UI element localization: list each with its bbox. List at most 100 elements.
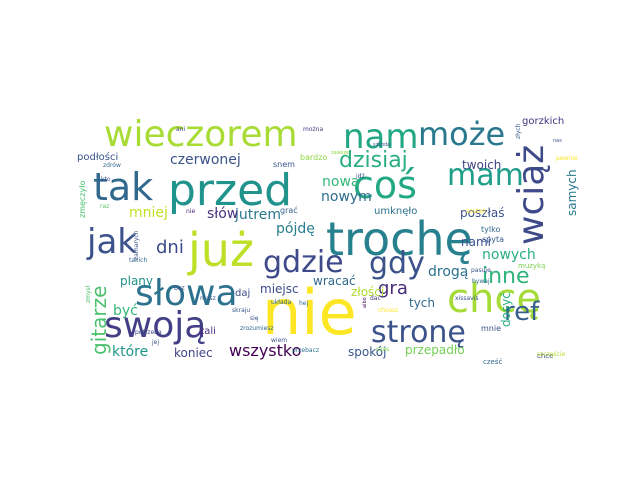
cloud-word: aibo: [362, 297, 368, 308]
cloud-word: gitarze: [87, 286, 111, 355]
cloud-word: dni: [156, 237, 184, 258]
cloud-word: nowych: [482, 247, 536, 263]
cloud-word: chce: [537, 352, 553, 360]
cloud-word: drogą: [428, 264, 468, 280]
cloud-word: zrozumiesz: [240, 325, 274, 332]
cloud-word: jutrem: [234, 207, 281, 223]
cloud-word: szkoda: [373, 142, 390, 148]
cloud-word: układa: [271, 299, 291, 306]
cloud-word: cześć: [483, 358, 502, 366]
cloud-word: idź: [356, 173, 365, 180]
cloud-word: gra: [378, 278, 408, 299]
cloud-word: takich: [129, 257, 147, 264]
cloud-word: być: [113, 303, 138, 319]
cloud-word: hej: [299, 300, 308, 307]
cloud-word: muzyką: [518, 262, 545, 270]
cloud-word: zdrów: [103, 162, 121, 169]
cloud-word: zawsze: [331, 150, 349, 156]
cloud-word: dać: [370, 295, 381, 302]
cloud-word: skraju: [232, 307, 250, 314]
cloud-word: nie: [186, 208, 195, 215]
cloud-word: wszystko: [229, 341, 301, 360]
cloud-word: twoich: [462, 158, 501, 172]
cloud-word: się: [250, 315, 259, 322]
cloud-word: zamarych: [133, 230, 140, 260]
cloud-word: bywaj: [472, 278, 490, 285]
cloud-word: złości: [351, 285, 384, 299]
cloud-word: potrzeba: [135, 329, 162, 336]
cloud-word: wieczorem: [104, 114, 298, 155]
cloud-word: można: [303, 126, 323, 133]
cloud-word: nowa: [322, 174, 359, 190]
cloud-word: swoją: [104, 305, 206, 346]
cloud-word: ref: [504, 297, 540, 327]
cloud-word: ani: [176, 126, 185, 133]
cloud-word: jej: [151, 339, 159, 346]
cloud-word: słowa: [135, 273, 238, 314]
cloud-word: daj: [235, 288, 250, 299]
cloud-word: nam: [343, 117, 419, 157]
cloud-word: miejsc: [260, 282, 299, 296]
cloud-word: przepadło: [405, 343, 465, 357]
cloud-word: gdzie: [263, 245, 344, 280]
cloud-word: poszłaś: [460, 206, 505, 220]
cloud-word: coś: [353, 163, 417, 207]
cloud-word: trochę: [326, 212, 473, 266]
cloud-word: jak: [86, 222, 137, 262]
cloud-word: nami: [461, 235, 491, 249]
cloud-word: mam: [447, 158, 524, 193]
cloud-word: gdy: [369, 246, 425, 281]
cloud-word: chcesz: [378, 307, 398, 314]
cloud-word: wciąż: [511, 145, 552, 245]
cloud-word: nowym: [321, 189, 372, 205]
cloud-word: koniec: [174, 346, 213, 360]
cloud-word: bardzo: [300, 153, 327, 162]
cloud-word: chcę: [447, 276, 541, 322]
cloud-word: bez: [174, 285, 185, 292]
cloud-word: masz: [200, 295, 216, 302]
cloud-word: może: [418, 115, 505, 153]
cloud-word: kto: [101, 176, 111, 183]
cloud-word: dzisiaj: [339, 148, 408, 173]
cloud-word: które: [112, 344, 148, 360]
cloud-word: szczęście: [537, 351, 566, 358]
cloud-word: grać: [280, 205, 298, 215]
cloud-word: przebacz: [292, 347, 319, 354]
cloud-word: tak: [93, 165, 153, 209]
cloud-word: stronę: [371, 315, 466, 350]
cloud-word: tych: [409, 296, 435, 310]
cloud-word: zmęczyło: [78, 180, 87, 218]
cloud-word: snem: [273, 160, 295, 169]
cloud-word: już: [187, 223, 254, 277]
cloud-word: tylko: [481, 225, 500, 234]
cloud-word: raz: [100, 203, 109, 210]
cloud-word: zostań: [466, 208, 486, 215]
cloud-word: nie: [262, 276, 357, 349]
cloud-word: żali: [199, 326, 216, 337]
cloud-word: samych: [565, 169, 579, 216]
cloud-word: pewnie: [556, 155, 578, 162]
cloud-word: dosyć: [499, 292, 513, 327]
cloud-word: przed: [168, 165, 292, 216]
cloud-word: wiem: [271, 337, 287, 344]
cloud-word: czas: [376, 346, 389, 353]
cloud-word: zmysł: [85, 285, 92, 303]
cloud-word: pasuje: [471, 267, 491, 274]
cloud-word: nas: [553, 138, 562, 144]
cloud-word: spokój: [348, 345, 386, 359]
cloud-word: pójdę: [276, 221, 315, 237]
cloud-word: gorzkich: [522, 116, 564, 127]
cloud-word: xissavis: [455, 295, 479, 302]
cloud-word: złych: [515, 123, 522, 139]
cloud-word: wracać: [313, 274, 356, 288]
cloud-word: plany: [120, 274, 153, 288]
cloud-word: podłości: [77, 151, 118, 163]
cloud-word: inne: [482, 264, 530, 289]
cloud-word: mnie: [481, 324, 501, 333]
cloud-word: spyta: [482, 235, 504, 244]
cloud-word: słów: [207, 206, 238, 222]
cloud-word: umknęło: [374, 206, 417, 217]
cloud-word: czerwonej: [170, 152, 241, 168]
cloud-word: mniej: [129, 205, 168, 221]
